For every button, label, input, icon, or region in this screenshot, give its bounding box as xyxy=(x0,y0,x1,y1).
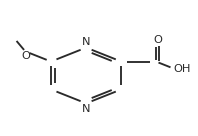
Text: O: O xyxy=(153,35,162,45)
Text: N: N xyxy=(82,37,90,47)
Text: N: N xyxy=(82,103,90,114)
Text: OH: OH xyxy=(174,64,191,74)
Text: O: O xyxy=(22,51,31,61)
